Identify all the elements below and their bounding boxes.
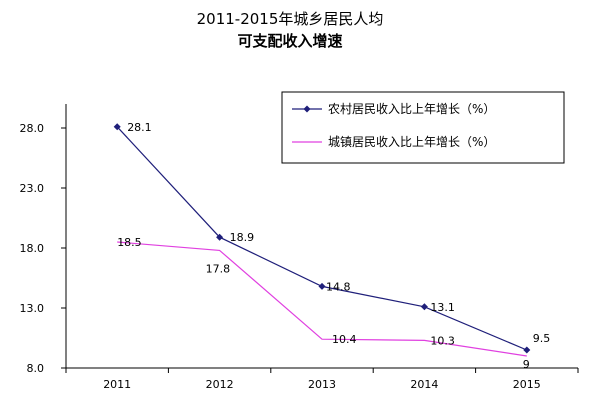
- data-point: [216, 233, 224, 241]
- x-tick-label: 2015: [513, 378, 541, 391]
- data-label: 13.1: [430, 301, 455, 314]
- data-label: 10.3: [430, 334, 455, 347]
- x-tick-label: 2011: [103, 378, 131, 391]
- y-tick-label: 13.0: [20, 302, 45, 315]
- x-tick-label: 2014: [410, 378, 438, 391]
- chart-title-line-1: 2011-2015年城乡居民人均: [197, 10, 384, 28]
- chart-title-line-2: 可支配收入增速: [237, 32, 342, 50]
- data-label: 18.5: [117, 236, 142, 249]
- series-line-urban: [117, 241, 527, 357]
- data-point: [113, 123, 121, 131]
- chart-title: 2011-2015年城乡居民人均 可支配收入增速: [197, 10, 384, 50]
- data-label: 9.5: [533, 332, 551, 345]
- data-label: 9: [523, 358, 530, 371]
- x-tick-label: 2013: [308, 378, 336, 391]
- legend-box: [281, 91, 565, 164]
- data-label: 17.8: [206, 262, 231, 275]
- data-point: [523, 346, 531, 354]
- data-labels: 28.1 18.9 14.8 13.1 9.5 18.5 17.8 10.4 10.3 9: [117, 121, 550, 371]
- data-point: [318, 282, 326, 290]
- x-axis-ticks: 2011 2012 2013 2014 2015: [65, 368, 579, 391]
- series-layer: [113, 123, 531, 357]
- data-label: 28.1: [127, 121, 152, 134]
- legend-label-rural: 农村居民收入比上年增长（%）: [328, 102, 495, 116]
- y-axis-ticks: 8.0 13.0 18.0 23.0 28.0: [20, 122, 66, 375]
- x-tick-label: 2012: [206, 378, 234, 391]
- legend-label-urban: 城镇居民收入比上年增长（%）: [328, 135, 495, 149]
- y-tick-label: 8.0: [27, 362, 45, 375]
- legend-marker-rural: [303, 105, 311, 113]
- data-label: 14.8: [326, 280, 351, 293]
- legend: 农村居民收入比上年增长（%） 城镇居民收入比上年增长（%）: [281, 91, 565, 164]
- data-point: [420, 303, 428, 311]
- y-tick-label: 28.0: [20, 122, 45, 135]
- y-tick-label: 18.0: [20, 242, 45, 255]
- data-label: 18.9: [230, 231, 255, 244]
- data-label: 10.4: [332, 333, 357, 346]
- y-tick-label: 23.0: [20, 182, 45, 195]
